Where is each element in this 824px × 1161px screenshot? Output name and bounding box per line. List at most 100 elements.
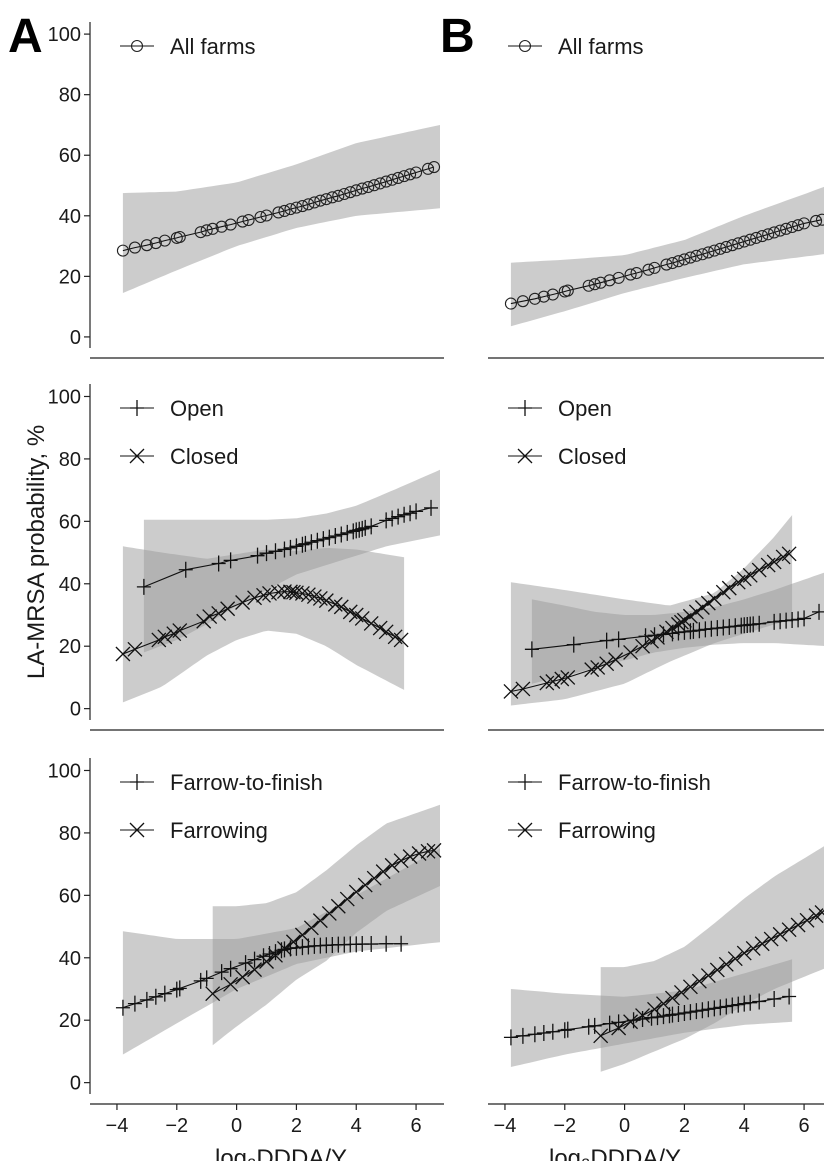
data-point	[157, 985, 172, 1002]
data-point	[193, 972, 208, 989]
data-point	[379, 935, 394, 952]
data-point	[223, 552, 238, 569]
data-point	[148, 988, 163, 1005]
data-point	[554, 671, 570, 687]
y-tick-label: 0	[70, 1073, 81, 1095]
data-point	[587, 1017, 602, 1034]
y-tick-label: 20	[59, 1010, 81, 1032]
data-point	[283, 539, 298, 556]
legend-marker	[518, 774, 532, 790]
data-point	[648, 261, 661, 274]
data-point	[178, 561, 193, 578]
data-point	[702, 246, 715, 259]
legend-label: All farms	[170, 34, 256, 59]
data-point	[560, 1021, 575, 1038]
data-point	[791, 611, 806, 628]
data-point	[714, 242, 727, 255]
data-point	[672, 255, 685, 268]
data-point	[115, 646, 131, 662]
data-point	[220, 601, 236, 617]
data-point	[560, 669, 576, 685]
data-point	[271, 584, 286, 600]
data-point	[656, 996, 671, 1012]
data-point	[284, 203, 297, 216]
data-point	[247, 590, 263, 606]
data-point	[300, 587, 316, 603]
data-point	[364, 518, 379, 535]
data-point	[211, 555, 226, 572]
data-point	[590, 659, 606, 675]
data-point	[781, 922, 797, 938]
data-point	[647, 1001, 662, 1017]
legend-label: Closed	[558, 444, 626, 469]
legend-marker	[130, 39, 144, 53]
data-point	[623, 1014, 639, 1030]
data-point	[588, 278, 601, 291]
data-point	[754, 936, 770, 952]
data-point	[294, 927, 310, 943]
data-point	[503, 1029, 518, 1046]
data-point	[256, 587, 271, 603]
data-point	[537, 290, 550, 303]
data-point	[713, 999, 728, 1016]
data-point	[303, 920, 319, 936]
data-point	[223, 960, 238, 977]
y-tick-label: 0	[70, 327, 81, 349]
data-point	[691, 973, 707, 989]
data-point	[709, 962, 725, 978]
data-point	[635, 1008, 651, 1023]
data-point	[238, 955, 253, 972]
data-point	[528, 292, 541, 305]
y-tick-label: 80	[59, 823, 81, 845]
confidence-band	[212, 804, 440, 1046]
data-point	[393, 853, 409, 869]
data-point	[277, 940, 292, 956]
panel-a-bottom: Farrow-to-finishFarrowing020406080100−4−…	[48, 758, 444, 1161]
data-point	[235, 969, 251, 985]
data-point	[116, 244, 129, 257]
data-point	[706, 591, 722, 607]
data-point	[515, 681, 531, 697]
data-point	[404, 168, 417, 181]
data-point	[338, 187, 351, 201]
data-point	[594, 276, 607, 289]
data-point	[623, 644, 639, 660]
data-point	[798, 217, 811, 230]
data-point	[366, 870, 382, 886]
data-point	[278, 204, 291, 217]
data-point	[277, 541, 292, 558]
y-tick-label: 80	[59, 449, 81, 471]
data-point	[254, 210, 267, 224]
data-point	[725, 997, 740, 1014]
data-point	[762, 228, 775, 241]
data-point	[236, 215, 249, 228]
y-tick-label: 100	[48, 24, 81, 46]
data-point	[671, 1005, 686, 1022]
data-point	[398, 170, 411, 183]
data-point	[334, 526, 349, 543]
data-point	[766, 554, 782, 570]
data-point	[745, 940, 761, 956]
panel-letter-a: A	[8, 10, 43, 63]
confidence-band	[600, 846, 824, 1072]
x-tick-label: −4	[106, 1115, 129, 1137]
data-point	[157, 629, 173, 645]
data-point	[223, 976, 239, 992]
data-point	[666, 256, 679, 270]
data-point	[196, 613, 212, 629]
data-point	[426, 842, 442, 858]
x-tick-label: 6	[411, 1115, 422, 1137]
data-point	[312, 590, 328, 606]
data-point	[707, 1000, 722, 1017]
data-point	[750, 231, 763, 244]
data-point	[700, 595, 716, 611]
data-point	[772, 926, 788, 942]
data-point	[689, 1003, 704, 1020]
data-point	[582, 279, 595, 292]
data-point	[356, 182, 369, 195]
data-point	[308, 196, 321, 209]
x-tick-label: −2	[165, 1115, 188, 1137]
data-point	[304, 534, 319, 551]
